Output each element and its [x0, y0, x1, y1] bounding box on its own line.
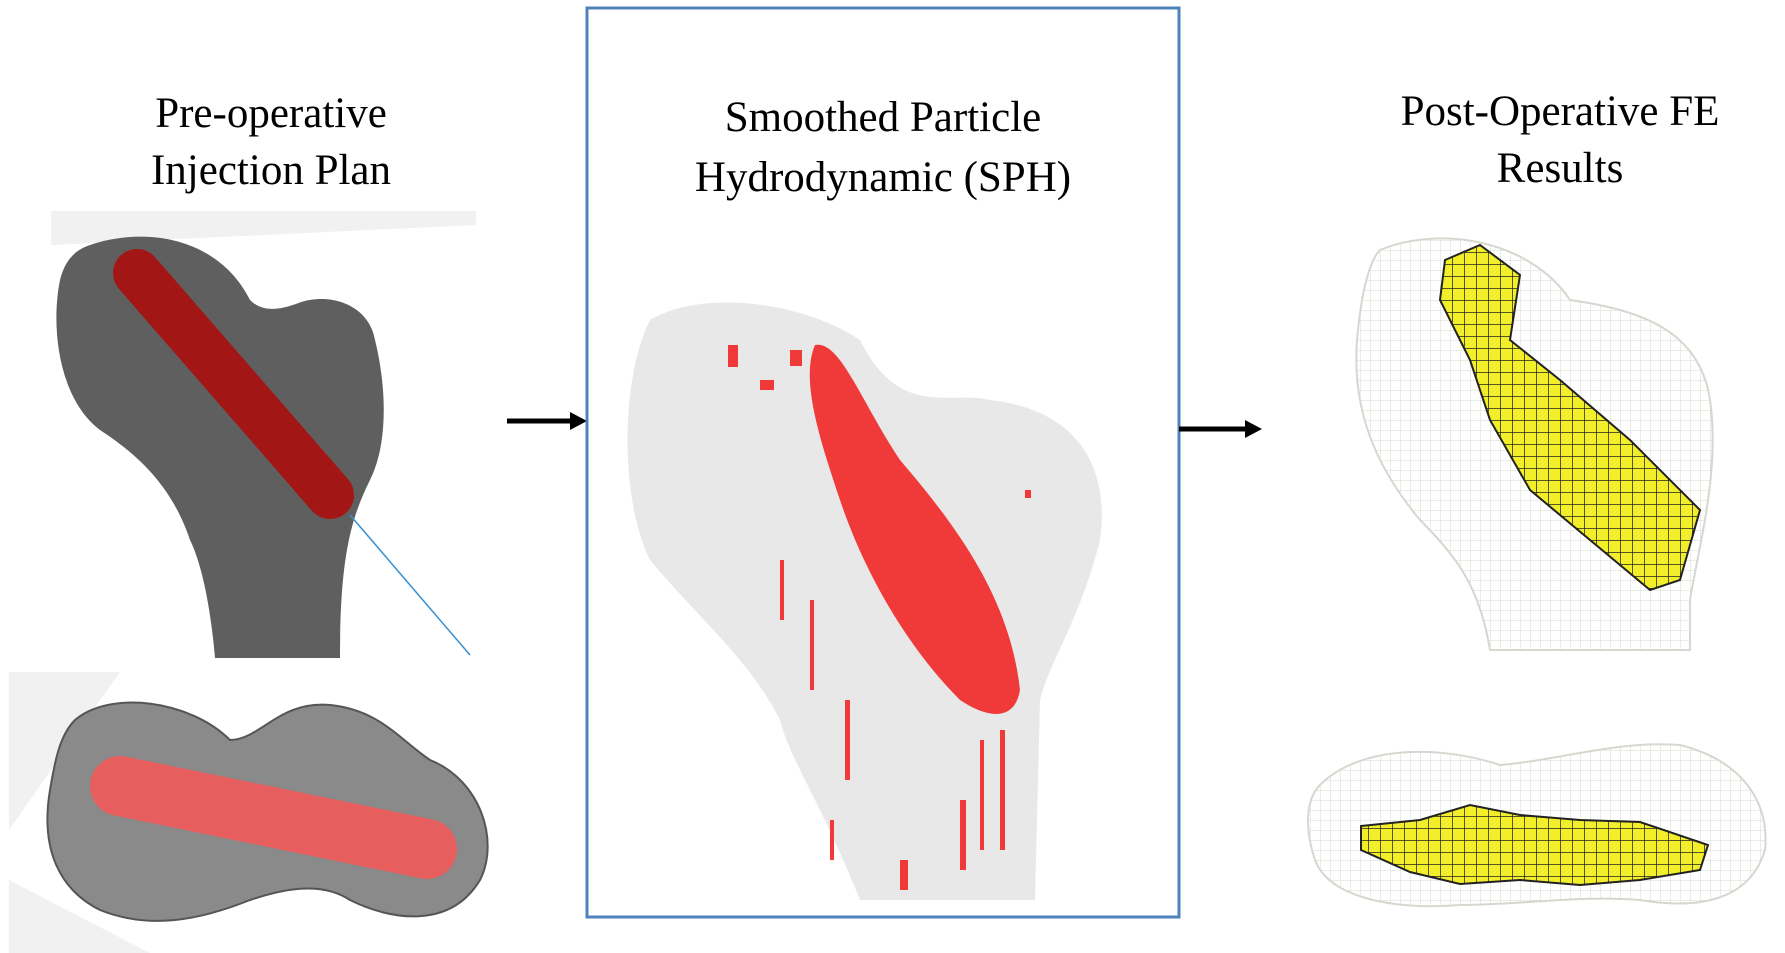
panel-pre-operative: Pre-operative Injection Plan [9, 90, 488, 953]
diagram: Pre-operative Injection Plan Smoothed Pa… [0, 0, 1785, 953]
panel-sph: Smoothed Particle Hydrodynamic (SPH) [587, 8, 1179, 917]
panel-title: Pre-operative [155, 90, 387, 137]
panel-title: Smoothed Particle [725, 94, 1041, 141]
panel-title: Results [1497, 145, 1624, 192]
arrow [507, 412, 587, 430]
needle-line [350, 515, 470, 655]
panel-fe: Post-Operative FE Results [1308, 88, 1766, 906]
arrow [1179, 420, 1262, 438]
panel-title: Post-Operative FE [1401, 88, 1720, 135]
page: {"panels": [ {"title": ["Pre-operative",… [0, 0, 1785, 953]
panel-title: Hydrodynamic (SPH) [695, 154, 1071, 201]
femur-model [56, 237, 383, 658]
panel-title: Injection Plan [151, 147, 391, 194]
